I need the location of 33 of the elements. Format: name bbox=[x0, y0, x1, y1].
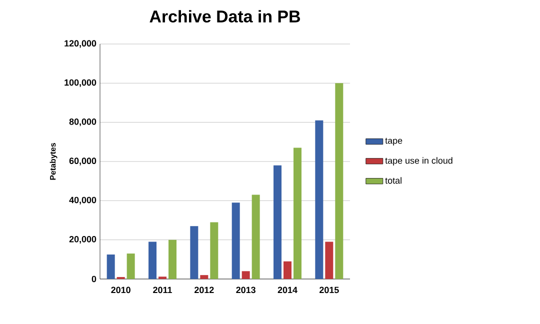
bar bbox=[200, 275, 208, 279]
y-tick-label: 80,000 bbox=[69, 118, 96, 126]
y-tick-label: 40,000 bbox=[69, 196, 96, 204]
x-tick-label: 2014 bbox=[278, 286, 298, 294]
bar bbox=[315, 120, 324, 279]
bar bbox=[168, 240, 176, 279]
bar bbox=[284, 261, 292, 279]
y-tick-label: 60,000 bbox=[69, 158, 96, 166]
bar bbox=[293, 148, 302, 279]
bar bbox=[190, 226, 198, 279]
legend-label: tape use in cloud bbox=[385, 157, 452, 166]
bar bbox=[242, 271, 250, 279]
legend-label: tape bbox=[385, 138, 402, 146]
bar bbox=[232, 202, 240, 279]
x-tick-label: 2011 bbox=[153, 286, 172, 294]
x-tick-label: 2012 bbox=[194, 286, 214, 294]
legend-label: total bbox=[385, 177, 402, 184]
bar bbox=[106, 254, 115, 279]
bar bbox=[148, 242, 157, 279]
bar bbox=[325, 242, 334, 279]
x-tick-label: 2013 bbox=[236, 286, 256, 294]
y-tick-label: 20,000 bbox=[69, 236, 96, 244]
y-tick-label: 100,000 bbox=[64, 79, 96, 87]
bar bbox=[126, 254, 135, 279]
y-tick-label: 0 bbox=[92, 276, 96, 282]
bar bbox=[274, 165, 282, 279]
bar bbox=[335, 83, 344, 279]
bar bbox=[252, 194, 260, 279]
x-tick-label: 2010 bbox=[111, 286, 130, 294]
y-tick-label: 120,000 bbox=[64, 40, 96, 48]
bar bbox=[210, 222, 218, 279]
x-tick-label: 2015 bbox=[320, 286, 339, 294]
chart-title: Archive Data in PB bbox=[150, 10, 300, 23]
